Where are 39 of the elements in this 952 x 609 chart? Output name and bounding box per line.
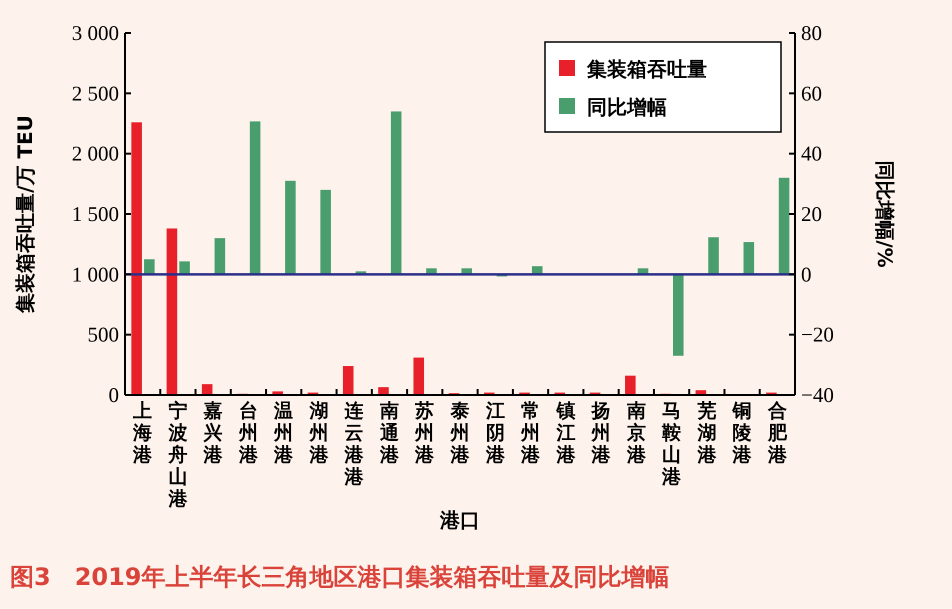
y2-tick-label: 40 (801, 142, 822, 166)
y-tick-label: 0 (108, 383, 119, 407)
y-tick-label: 2 500 (72, 81, 119, 106)
x-tick-label: 南京港 (626, 400, 647, 466)
x-tick-label: 苏州港 (414, 400, 436, 466)
y2-tick-label: 0 (801, 262, 812, 286)
x-tick-label: 扬州港 (590, 400, 612, 466)
y2-tick-label: 80 (801, 21, 822, 45)
y2-axis-title: 同比增幅/% (873, 160, 897, 268)
x-tick-label: 嘉兴港 (202, 400, 224, 466)
y2-tick-label: 60 (801, 81, 822, 106)
legend-label: 集装箱吞吐量 (586, 57, 707, 81)
x-tick-label: 镇江港 (555, 400, 576, 466)
x-tick-label: 连云港港 (344, 400, 365, 488)
x-tick-label: 南通港 (378, 400, 400, 466)
y-axis-title: 集装箱吞吐量/万 TEU (13, 115, 37, 314)
x-tick-label: 上海港 (132, 400, 154, 466)
text: 图3 2019年上半年长三角地区港口集装箱吞吐量及同比增幅 (10, 563, 670, 591)
x-tick-label: 台州港 (238, 400, 259, 466)
x-tick-label: 常州港 (520, 400, 542, 466)
x-tick-label: 合肥港 (766, 400, 788, 466)
y-tick-label: 2 000 (72, 142, 119, 166)
x-tick-label: 温州港 (273, 400, 294, 466)
x-tick-label: 铜陵港 (732, 400, 753, 466)
y2-tick-label: −40 (801, 383, 834, 407)
y-tick-label: 1 000 (72, 262, 119, 286)
y2-tick-label: 20 (801, 202, 822, 226)
y2-tick-label: −20 (801, 322, 834, 347)
x-tick-label: 泰州港 (450, 400, 470, 466)
y-tick-label: 3 000 (72, 21, 119, 45)
x-tick-label: 湖州港 (308, 400, 330, 466)
x-tick-label: 宁波舟山港 (167, 400, 188, 510)
x-axis-title: 港口 (439, 508, 480, 532)
x-tick-label: 江阴港 (484, 400, 506, 466)
legend-label: 同比增幅 (587, 95, 667, 119)
y-tick-label: 1 500 (72, 202, 119, 226)
y-tick-label: 500 (88, 322, 119, 347)
x-tick-label: 芜湖港 (696, 400, 718, 466)
x-tick-label: 马鞍山港 (661, 400, 682, 488)
